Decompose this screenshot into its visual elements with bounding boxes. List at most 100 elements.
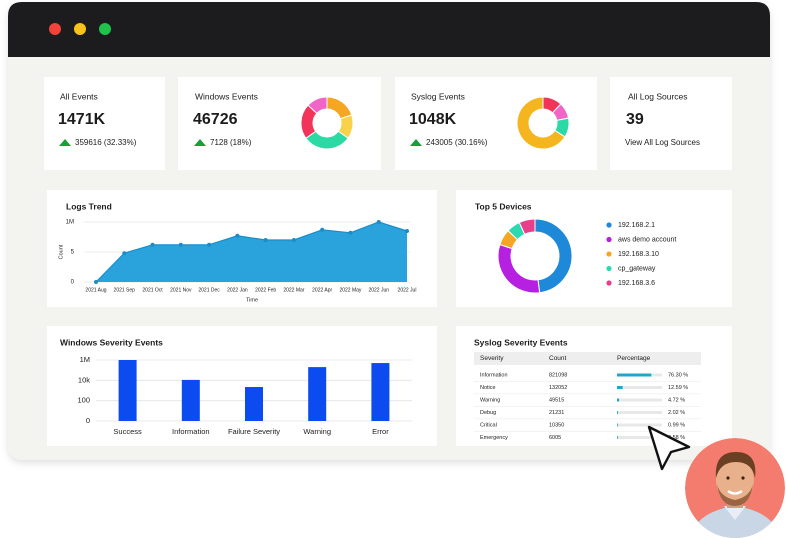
percent-bar xyxy=(617,436,618,439)
point xyxy=(291,238,296,242)
y-tick-label: 1M xyxy=(66,220,74,226)
donut-segment xyxy=(518,218,536,235)
percent-bar xyxy=(617,386,623,389)
legend-label: 192.168.2.1 xyxy=(618,222,655,229)
point xyxy=(263,238,268,242)
up-arrow xyxy=(59,139,71,146)
column-header: Percentage xyxy=(617,355,651,362)
card-title: Syslog Events xyxy=(411,91,465,101)
bar xyxy=(181,379,200,421)
y-tick-label: 0 xyxy=(71,280,75,286)
cell: 76.30 % xyxy=(668,372,688,378)
percent-bar xyxy=(617,423,618,427)
x-tick-label: 2021 Dec xyxy=(198,287,220,293)
x-tick-label: Success xyxy=(113,427,142,436)
x-tick-label: 2022 Feb xyxy=(255,287,276,293)
percent-track xyxy=(617,386,662,389)
legend-label: 192.168.3.6 xyxy=(618,280,655,287)
x-tick-label: 2022 Mar xyxy=(283,287,304,293)
x-tick-label: 2022 Jun xyxy=(368,287,389,293)
point xyxy=(207,242,212,247)
card-change: 359616 (32.33%) xyxy=(75,138,137,147)
x-tick-label: Warning xyxy=(303,427,331,436)
point xyxy=(150,242,155,247)
legend-swatch xyxy=(606,280,612,286)
cell: 12.59 % xyxy=(668,385,688,391)
cell: 6005 xyxy=(549,435,561,441)
point xyxy=(376,220,381,224)
line xyxy=(95,221,408,283)
legend-swatch xyxy=(606,236,612,243)
panel xyxy=(456,326,732,446)
x-tick-label: 2021 Aug xyxy=(85,287,106,293)
donut-segment xyxy=(307,96,328,115)
card-title: Windows Events xyxy=(195,91,258,101)
up-arrow xyxy=(194,139,206,146)
cell: Debug xyxy=(480,410,496,416)
percent-bar xyxy=(617,373,652,377)
percent-track xyxy=(617,398,662,402)
maximize-button[interactable] xyxy=(99,23,111,35)
content: All Events 1471K 359616 (32.33%) Windows Ev… xyxy=(58,91,701,441)
point xyxy=(348,230,353,235)
y-tick-label: 0 xyxy=(86,416,90,425)
x-tick-label: 2022 Jul xyxy=(398,287,417,293)
cell: Information xyxy=(480,372,508,378)
percent-track xyxy=(617,411,662,414)
cell: 10350 xyxy=(549,422,564,428)
card-change: 243005 (30.16%) xyxy=(426,138,488,147)
cell: 821098 xyxy=(549,372,567,378)
cell: 0.58 % xyxy=(668,435,685,441)
chart-title: Logs Trend xyxy=(66,201,112,211)
cell: 21231 xyxy=(549,410,564,416)
cell: 2.02 % xyxy=(668,410,685,416)
y-axis-label: Count xyxy=(58,244,64,259)
donut-segment xyxy=(534,218,573,294)
minimize-button[interactable] xyxy=(74,23,86,35)
x-tick-label: 2022 Apr xyxy=(312,287,332,293)
donut-segment xyxy=(516,96,566,150)
y-tick-label: 10k xyxy=(78,375,90,384)
area xyxy=(96,222,407,282)
x-axis-label: Time xyxy=(246,297,258,303)
bar xyxy=(118,360,137,421)
column-header: Count xyxy=(549,355,567,362)
card xyxy=(44,77,165,170)
legend-swatch xyxy=(606,222,612,228)
card-link[interactable]: View All Log Sources xyxy=(625,138,700,147)
card-change: 7128 (18%) xyxy=(210,138,252,147)
card-value: 1048K xyxy=(409,111,457,128)
point xyxy=(178,242,183,247)
chart-title: Windows Severity Events xyxy=(60,337,163,347)
cursor xyxy=(647,425,691,471)
cell: 49515 xyxy=(549,397,564,403)
percent-track xyxy=(617,423,662,427)
cell: Notice xyxy=(480,385,496,391)
x-tick-label: 2021 Nov xyxy=(170,287,192,293)
point xyxy=(320,227,325,232)
cell: 4.72 % xyxy=(668,397,685,403)
card-title: All Events xyxy=(60,91,98,101)
legend-swatch xyxy=(606,265,612,272)
x-tick-label: 2022 Jan xyxy=(227,287,248,293)
y-tick-label: 1M xyxy=(80,355,90,364)
chart-title: Top 5 Devices xyxy=(475,201,532,211)
y-tick-label: 100 xyxy=(77,396,90,405)
card-value: 1471K xyxy=(58,111,106,128)
percent-track xyxy=(617,436,662,439)
y-tick-label: 5 xyxy=(71,250,75,256)
cell: Emergency xyxy=(480,435,508,441)
legend-label: aws demo account xyxy=(618,236,676,243)
bar xyxy=(245,387,263,421)
x-tick-label: Failure Severity xyxy=(228,427,280,436)
x-tick-label: Information xyxy=(172,427,210,436)
x-tick-label: 2021 Oct xyxy=(142,287,163,293)
cell: Warning xyxy=(480,397,500,403)
legend-swatch xyxy=(606,251,612,257)
close-button[interactable] xyxy=(49,23,61,35)
bar xyxy=(308,367,327,421)
legend-label: 192.168.3.10 xyxy=(618,251,659,258)
x-tick-label: 2021 Sep xyxy=(114,287,136,293)
card xyxy=(610,77,732,170)
